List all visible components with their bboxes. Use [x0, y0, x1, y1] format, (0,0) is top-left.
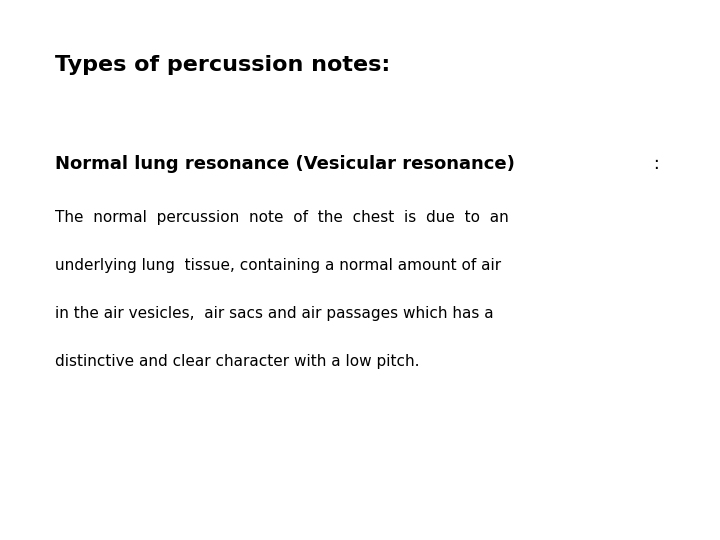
Text: Normal lung resonance (Vesicular resonance): Normal lung resonance (Vesicular resonan… [55, 155, 515, 173]
Text: :: : [649, 155, 660, 173]
Text: The  normal  percussion  note  of  the  chest  is  due  to  an: The normal percussion note of the chest … [55, 210, 509, 225]
Text: Types of percussion notes:: Types of percussion notes: [55, 55, 390, 75]
Text: underlying lung  tissue, containing a normal amount of air: underlying lung tissue, containing a nor… [55, 258, 501, 273]
Text: distinctive and clear character with a low pitch.: distinctive and clear character with a l… [55, 354, 420, 369]
Text: in the air vesicles,  air sacs and air passages which has a: in the air vesicles, air sacs and air pa… [55, 306, 494, 321]
